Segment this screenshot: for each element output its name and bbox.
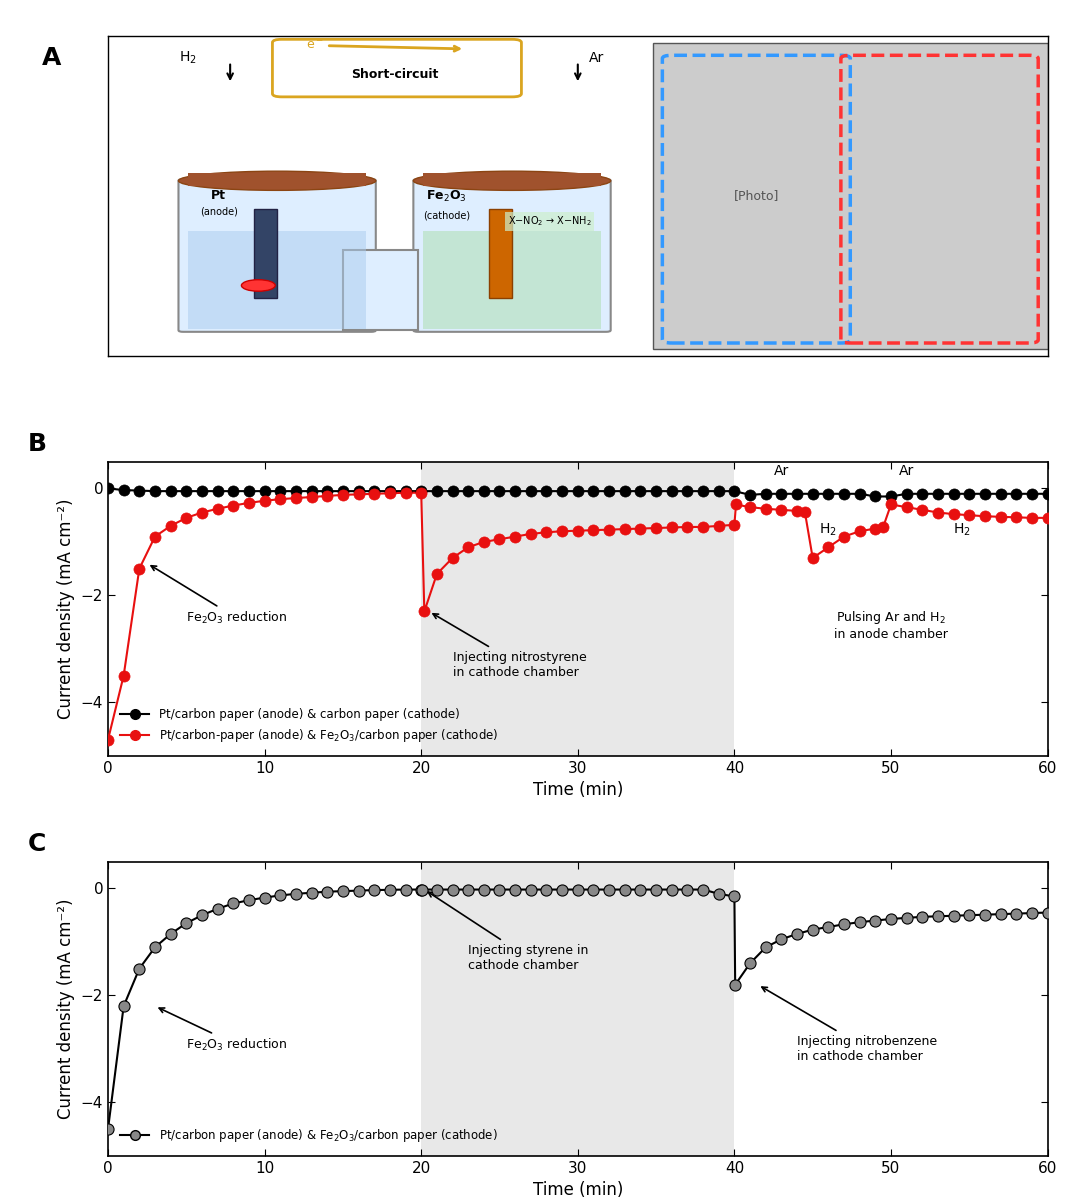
Text: Short-circuit: Short-circuit (351, 67, 438, 81)
Bar (421, 862, 734, 1156)
Text: Ar: Ar (899, 464, 915, 478)
Text: (cathode): (cathode) (422, 211, 470, 220)
Text: (anode): (anode) (200, 207, 238, 217)
Text: Fe$_2$O$_3$: Fe$_2$O$_3$ (426, 188, 467, 203)
Bar (422, 173, 602, 187)
Circle shape (242, 279, 275, 291)
Text: Injecting styrene in
cathode chamber: Injecting styrene in cathode chamber (428, 892, 589, 972)
X-axis label: Time (min): Time (min) (532, 1181, 623, 1199)
Bar (421, 461, 734, 756)
Text: e$^-$: e$^-$ (306, 39, 459, 52)
Ellipse shape (414, 171, 610, 190)
Text: Fe$_2$O$_3$ reduction: Fe$_2$O$_3$ reduction (159, 1008, 287, 1054)
Text: Pt: Pt (212, 189, 227, 202)
Bar (188, 231, 366, 329)
Text: H$_2$: H$_2$ (820, 521, 837, 538)
Bar (188, 173, 366, 187)
Text: Injecting nitrobenzene
in cathode chamber: Injecting nitrobenzene in cathode chambe… (761, 987, 937, 1063)
Text: Injecting nitrostyrene
in cathode chamber: Injecting nitrostyrene in cathode chambe… (433, 614, 586, 679)
Text: H$_2$: H$_2$ (953, 521, 970, 538)
Text: X$-$NO$_2$ → X$-$NH$_2$: X$-$NO$_2$ → X$-$NH$_2$ (508, 214, 592, 229)
Bar (653, 42, 1048, 349)
Bar (422, 231, 602, 329)
Text: C: C (28, 832, 46, 856)
Text: Fe$_2$O$_3$ reduction: Fe$_2$O$_3$ reduction (151, 566, 287, 626)
Text: Ar: Ar (773, 464, 789, 478)
Y-axis label: Current density (mA cm⁻²): Current density (mA cm⁻²) (57, 898, 76, 1119)
Text: H$_2$: H$_2$ (179, 49, 197, 66)
Bar (488, 208, 512, 299)
Y-axis label: Current density (mA cm⁻²): Current density (mA cm⁻²) (57, 498, 76, 719)
Bar (254, 208, 278, 299)
Text: B: B (28, 432, 48, 456)
FancyBboxPatch shape (414, 179, 610, 332)
Legend: Pt/carbon paper (anode) & carbon paper (cathode), Pt/carbon-paper (anode) & Fe$_: Pt/carbon paper (anode) & carbon paper (… (113, 702, 504, 750)
Text: Pulsing Ar and H$_2$
in anode chamber: Pulsing Ar and H$_2$ in anode chamber (834, 609, 948, 642)
FancyBboxPatch shape (178, 179, 376, 332)
Ellipse shape (178, 171, 376, 190)
Legend: Pt/carbon paper (anode) & Fe$_2$O$_3$/carbon paper (cathode): Pt/carbon paper (anode) & Fe$_2$O$_3$/ca… (113, 1121, 503, 1150)
X-axis label: Time (min): Time (min) (532, 781, 623, 799)
Text: [Photo]: [Photo] (733, 189, 779, 202)
Text: A: A (42, 46, 62, 70)
Text: Ar: Ar (589, 51, 604, 65)
Bar (343, 250, 418, 330)
